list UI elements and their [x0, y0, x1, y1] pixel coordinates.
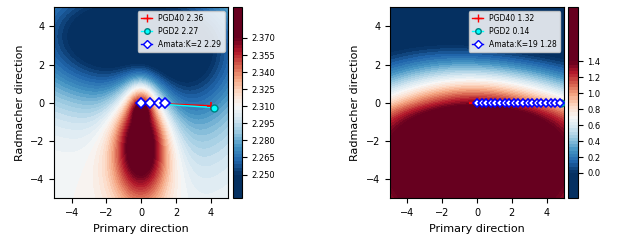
Y-axis label: Radmacher direction: Radmacher direction	[350, 45, 360, 161]
Legend: PGD40 1.32, PGD2 0.14, Amata:K=19 1.28: PGD40 1.32, PGD2 0.14, Amata:K=19 1.28	[469, 11, 560, 52]
Y-axis label: Radmacher direction: Radmacher direction	[15, 45, 25, 161]
Legend: PGD40 2.36, PGD2 2.27, Amata:K=2 2.29: PGD40 2.36, PGD2 2.27, Amata:K=2 2.29	[138, 11, 225, 52]
X-axis label: Primary direction: Primary direction	[93, 224, 189, 234]
X-axis label: Primary direction: Primary direction	[429, 224, 525, 234]
